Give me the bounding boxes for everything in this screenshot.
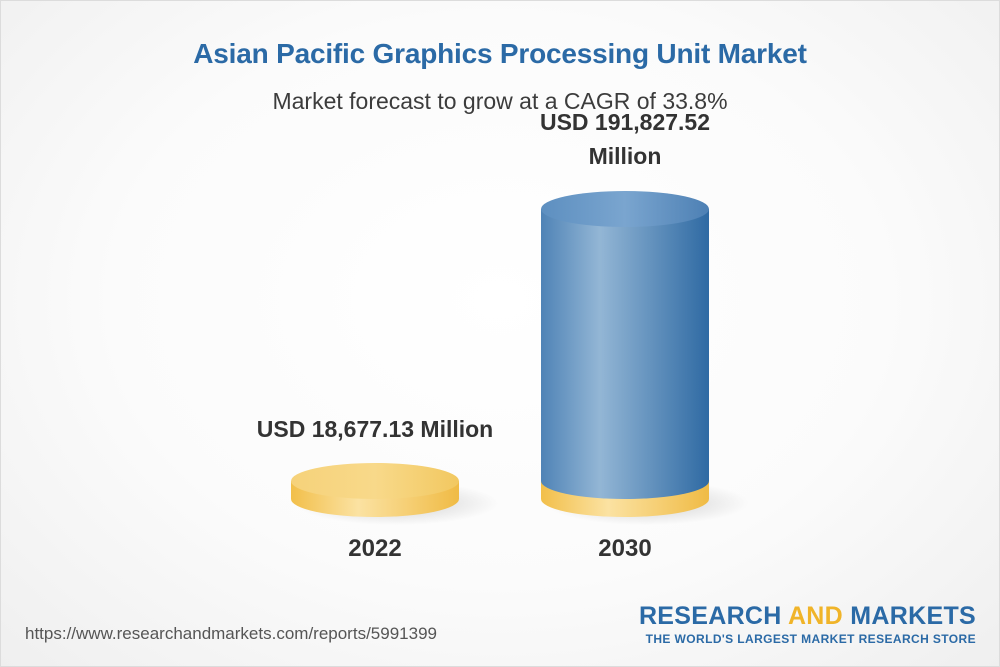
source-url[interactable]: https://www.researchandmarkets.com/repor…: [25, 624, 437, 643]
value-label-2030: USD 191,827.52 Million: [495, 105, 755, 173]
chart-title: Asian Pacific Graphics Processing Unit M…: [193, 38, 807, 69]
x-label-2022: 2022: [348, 535, 402, 562]
logo-wordmark: RESEARCH AND MARKETS: [636, 602, 976, 630]
bar-2030: [541, 209, 709, 499]
chart-subtitle: Market forecast to grow at a CAGR of 33.…: [272, 88, 728, 114]
bar-top-2022: [291, 463, 459, 499]
value-label-2022: USD 18,677.13 Million: [215, 412, 535, 446]
logo-and-text: AND: [787, 602, 844, 630]
value-label-2030-line1: USD 191,827.52: [539, 109, 711, 135]
bar-top-2030: [541, 191, 709, 227]
logo-markets-text: MARKETS: [843, 602, 976, 630]
research-and-markets-logo: RESEARCH AND MARKETS THE WORLD'S LARGEST…: [636, 602, 976, 646]
value-label-2030-line2: Million: [588, 143, 662, 169]
value-label-2022-text: USD 18,677.13 Million: [256, 416, 494, 442]
logo-tagline: THE WORLD'S LARGEST MARKET RESEARCH STOR…: [645, 632, 976, 646]
logo-research-text: RESEARCH: [638, 602, 788, 630]
x-label-2030: 2030: [598, 535, 652, 562]
